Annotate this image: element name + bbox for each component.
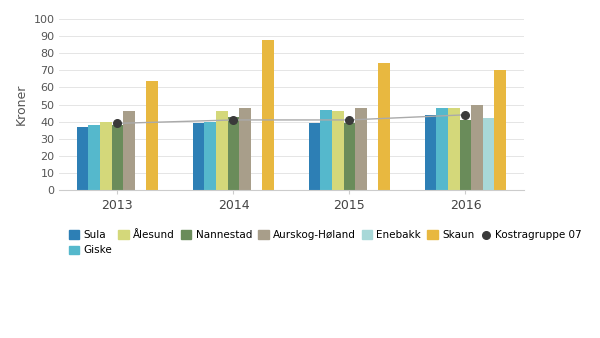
Bar [425, 115, 436, 190]
Point [344, 117, 354, 123]
Bar [460, 120, 471, 190]
Bar [227, 117, 239, 190]
Bar [309, 123, 320, 190]
Bar [205, 122, 216, 190]
Bar [344, 123, 355, 190]
Legend: Sula, Giske, Ålesund, Nannestad, Aurskog-Høland, Enebakk, Skaun, Kostragruppe 07: Sula, Giske, Ålesund, Nannestad, Aurskog… [65, 226, 586, 260]
Bar [320, 110, 332, 190]
Point [229, 117, 238, 123]
Bar [379, 64, 390, 190]
Bar [471, 104, 483, 190]
Bar [448, 108, 460, 190]
Bar [332, 112, 344, 190]
Point [461, 112, 470, 118]
Bar [483, 118, 494, 190]
Bar [262, 40, 274, 190]
Bar [193, 123, 205, 190]
Bar [88, 125, 100, 190]
Bar [77, 127, 88, 190]
Bar [216, 112, 227, 190]
Bar [436, 108, 448, 190]
Bar [100, 122, 112, 190]
Point [113, 121, 122, 126]
Y-axis label: Kroner: Kroner [15, 84, 28, 125]
Bar [146, 80, 158, 190]
Bar [112, 125, 123, 190]
Bar [355, 108, 367, 190]
Bar [494, 70, 506, 190]
Bar [123, 112, 135, 190]
Bar [239, 108, 251, 190]
